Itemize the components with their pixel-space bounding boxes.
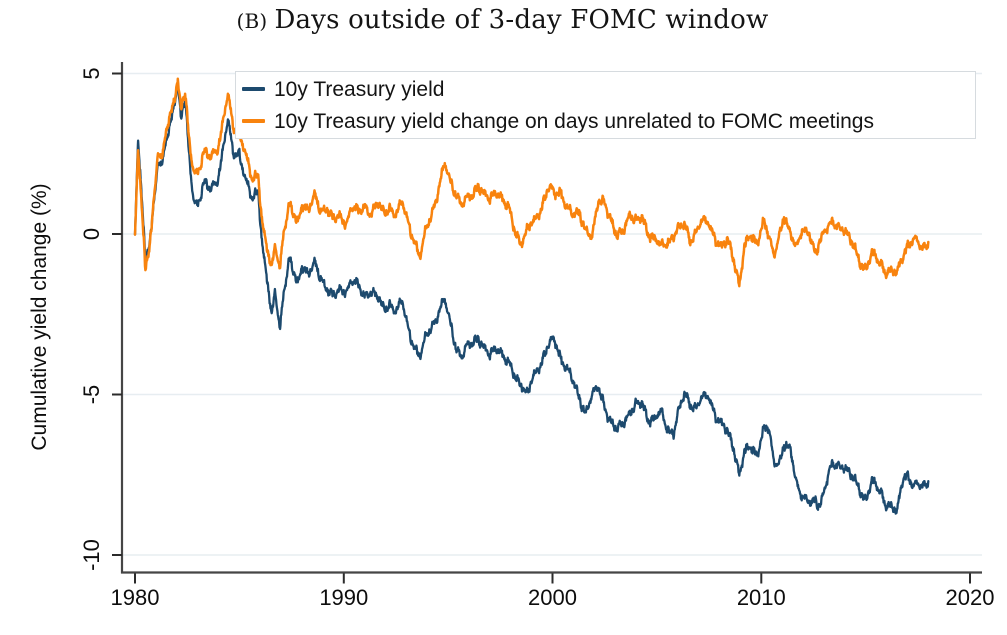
x-tick-label-2020: 2020: [946, 585, 995, 610]
legend-label: 10y Treasury yield: [274, 77, 445, 101]
gridlines: [122, 72, 982, 556]
legend-label: 10y Treasury yield change on days unrela…: [274, 109, 874, 133]
chart-title: (B) Days outside of 3-day FOMC window: [0, 5, 1005, 35]
y-tick-label--5: -5: [79, 385, 104, 405]
data-series: [133, 77, 930, 515]
legend-item-10y-treasury-yield: 10y Treasury yield: [236, 73, 975, 105]
tick-labels: 5 0 -5 -10 1980 1990 2000 2010 2020: [79, 67, 994, 610]
legend-line-swatch-orange: [242, 119, 265, 123]
series-line-navy: [133, 80, 930, 515]
x-tick-label-1990: 1990: [319, 585, 368, 610]
y-tick-label-0: 0: [79, 228, 104, 240]
x-tick-label-2000: 2000: [528, 585, 577, 610]
y-tick-label--10: -10: [79, 539, 104, 571]
axes: [112, 62, 982, 584]
x-tick-label-1980: 1980: [111, 585, 160, 610]
legend: 10y Treasury yield 10y Treasury yield ch…: [235, 71, 976, 139]
legend-line-swatch-navy: [242, 87, 265, 91]
y-tick-label-5: 5: [79, 67, 104, 79]
x-tick-label-2010: 2010: [737, 585, 786, 610]
legend-item-10y-yield-non-fomc: 10y Treasury yield change on days unrela…: [236, 105, 975, 137]
chart-title-prefix: (B): [236, 9, 268, 33]
series-line-orange: [133, 77, 930, 288]
chart-title-text: Days outside of 3-day FOMC window: [274, 5, 769, 35]
y-axis-title: Cumulative yield change (%): [28, 183, 51, 450]
